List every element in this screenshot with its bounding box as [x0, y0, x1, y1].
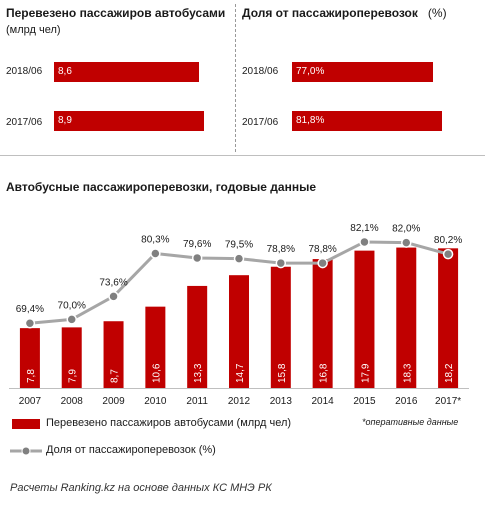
bar-value-label: 14,7 — [235, 363, 246, 383]
bar-2011 — [187, 285, 208, 388]
annual-chart: 7,8 7,9 8,7 10,6 13,3 14,7 15,8 16,8 17,9 18,3 18,… — [9, 223, 469, 407]
bar-value-label: 17,9 — [360, 363, 371, 383]
passengers-panel-unit: (млрд чел) — [6, 24, 61, 36]
bar-2017* — [438, 248, 459, 388]
bar-2015 — [354, 250, 375, 388]
share-point-2011 — [191, 252, 203, 264]
share-bar-2018: 77,0% — [292, 62, 433, 82]
share-point-2008 — [66, 314, 77, 325]
x-tick-label: 2015 — [353, 396, 376, 407]
bar-2012 — [229, 275, 249, 388]
share-panel-title: Доля от пассажироперевозок (%) — [242, 6, 447, 20]
share-point-2015 — [359, 236, 370, 248]
share-point-2017* — [442, 248, 454, 260]
passengers-bar-2017: 8,9 — [54, 111, 204, 131]
share-point-2016 — [401, 237, 412, 248]
passengers-panel-title: Перевезено пассажиров автобусами — [6, 6, 226, 20]
x-tick-label: 2009 — [102, 396, 125, 407]
bar-value-label: 8,7 — [110, 369, 121, 383]
share-row-label-1: 2018/06 — [242, 66, 279, 77]
share-value-label: 70,0% — [58, 300, 86, 311]
share-value-label: 78,8% — [267, 244, 295, 255]
share-row-label-2: 2017/06 — [242, 117, 279, 128]
bar-value-label: 7,9 — [68, 369, 79, 383]
share-value-label: 79,6% — [183, 239, 211, 250]
bar-value-label: 10,6 — [151, 363, 162, 383]
x-tick-label: 2014 — [312, 396, 335, 407]
share-bar-2017-value: 81,8% — [296, 115, 325, 126]
share-value-label: 82,1% — [350, 223, 378, 234]
chart-title: Автобусные пассажироперевозки, годовые д… — [6, 180, 317, 194]
share-point-2010 — [150, 248, 161, 259]
x-tick-label: 2007 — [19, 396, 42, 407]
share-value-label: 78,8% — [308, 244, 336, 255]
bar-value-label: 15,8 — [277, 363, 288, 383]
share-value-label: 69,4% — [16, 304, 44, 315]
passengers-bar-2018-value: 8,6 — [58, 66, 72, 77]
x-tick-label: 2017* — [435, 396, 461, 407]
bar-2016 — [396, 247, 417, 388]
share-panel-title-text: Доля от пассажироперевозок — [242, 6, 418, 20]
bar-value-label: 18,2 — [444, 363, 455, 383]
share-point-2013 — [275, 257, 287, 269]
legend-line-swatch — [10, 446, 42, 456]
x-tick-label: 2010 — [144, 396, 167, 407]
x-tick-label: 2013 — [270, 396, 293, 407]
share-value-label: 79,5% — [225, 240, 253, 251]
share-bar-2018-value: 77,0% — [296, 66, 325, 77]
x-tick-label: 2012 — [228, 396, 251, 407]
bar-2010 — [145, 306, 166, 388]
share-value-label: 82,0% — [392, 224, 420, 235]
legend-line-label: Доля от пассажироперевозок (%) — [46, 444, 216, 456]
share-point-2007 — [24, 317, 36, 329]
bar-value-label: 18,3 — [402, 363, 413, 383]
passengers-row-label-2: 2017/06 — [6, 117, 43, 128]
passengers-bar-2018: 8,6 — [54, 62, 199, 82]
share-value-label: 73,6% — [99, 277, 127, 288]
section-divider — [0, 155, 485, 156]
passengers-bar-2017-value: 8,9 — [58, 115, 72, 126]
bar-2013 — [270, 266, 291, 388]
share-value-label: 80,3% — [141, 234, 169, 245]
legend-bar-swatch — [12, 419, 40, 429]
share-bar-2017: 81,8% — [292, 111, 442, 131]
x-tick-label: 2008 — [61, 396, 84, 407]
passengers-row-label-1: 2018/06 — [6, 66, 43, 77]
bar-value-label: 13,3 — [193, 363, 204, 383]
bar-2009 — [103, 321, 124, 388]
source-note: Расчеты Ranking.kz на основе данных КС М… — [10, 482, 272, 494]
share-panel-unit: (%) — [427, 6, 447, 20]
x-tick-label: 2011 — [186, 396, 208, 407]
share-point-2009 — [108, 291, 119, 302]
share-point-2012 — [233, 253, 245, 264]
bar-2007 — [19, 328, 40, 388]
bar-2008 — [61, 327, 82, 388]
legend-bar-label: Перевезено пассажиров автобусами (млрд ч… — [46, 417, 292, 429]
share-point-2014 — [317, 257, 328, 269]
x-tick-label: 2016 — [395, 396, 418, 407]
bar-value-label: 16,8 — [319, 363, 330, 383]
bar-value-label: 7,8 — [26, 369, 37, 383]
panel-divider — [235, 4, 236, 152]
preliminary-note: *оперативные данные — [362, 417, 459, 427]
bar-2014 — [312, 259, 333, 388]
share-value-label: 80,2% — [434, 235, 462, 246]
